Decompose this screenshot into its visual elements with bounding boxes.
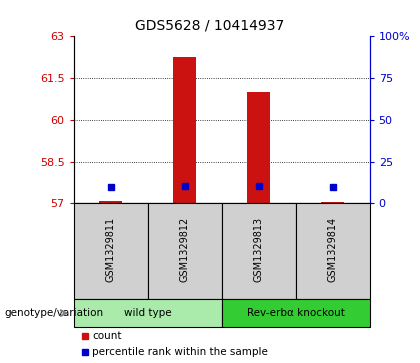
Text: genotype/variation: genotype/variation bbox=[4, 308, 103, 318]
Bar bbox=[321, 202, 344, 203]
Bar bbox=[247, 92, 270, 203]
Bar bbox=[296, 203, 370, 299]
Text: count: count bbox=[92, 331, 122, 341]
Text: GSM1329813: GSM1329813 bbox=[254, 217, 264, 282]
Bar bbox=[222, 299, 370, 327]
Bar bbox=[147, 203, 222, 299]
Bar bbox=[74, 299, 222, 327]
Text: wild type: wild type bbox=[124, 308, 171, 318]
Bar bbox=[74, 203, 147, 299]
Text: GDS5628 / 10414937: GDS5628 / 10414937 bbox=[135, 19, 285, 32]
Text: Rev-erbα knockout: Rev-erbα knockout bbox=[247, 308, 344, 318]
Text: percentile rank within the sample: percentile rank within the sample bbox=[92, 347, 268, 357]
Text: GSM1329814: GSM1329814 bbox=[328, 217, 338, 282]
Bar bbox=[222, 203, 296, 299]
Bar bbox=[173, 57, 196, 203]
Text: GSM1329811: GSM1329811 bbox=[105, 217, 116, 282]
Bar bbox=[100, 201, 122, 203]
Text: GSM1329812: GSM1329812 bbox=[179, 217, 189, 282]
